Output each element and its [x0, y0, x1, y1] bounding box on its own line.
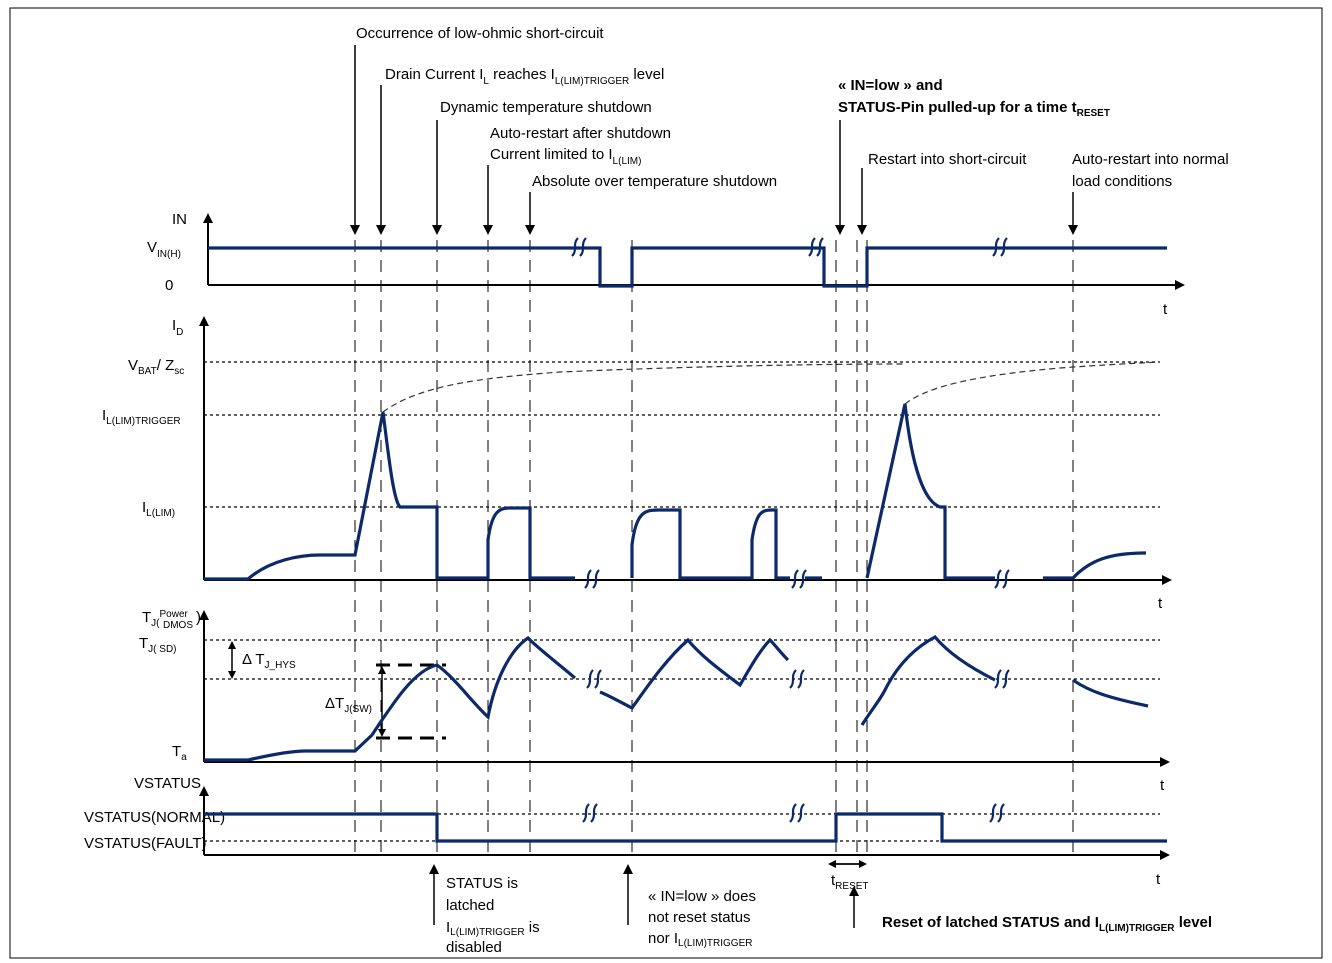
id-break-marks — [584, 569, 1010, 589]
annotation-status-pulled: STATUS-Pin pulled-up for a time tRESET — [838, 99, 1110, 119]
tj-axis-title-dmos: DMOS — [163, 620, 193, 631]
event-arrows — [350, 45, 1078, 235]
in-vinh-label: VIN(H) — [147, 239, 181, 260]
annotation-in-low-note-2: not reset status — [648, 909, 751, 926]
id-axis-title: ID — [172, 317, 183, 338]
annotation-short-circuit: Occurrence of low-ohmic short-circuit — [356, 25, 604, 42]
in-signal — [208, 246, 1167, 288]
id-vbat-label: VBAT/ Zsc — [128, 357, 184, 377]
annotation-in-low-note-1: « IN=low » does — [648, 888, 756, 905]
id-envelope-1 — [382, 363, 906, 413]
tj-t-label: t — [1160, 777, 1165, 794]
tj-break-marks — [586, 669, 1010, 689]
annotation-in-low-note-3: nor IL(LIM)TRIGGER — [648, 930, 752, 949]
annotation-in-low: « IN=low » and — [838, 77, 943, 94]
id-lim-label: IL(LIM) — [142, 499, 175, 519]
status-fault-label: VSTATUS(FAULT) — [84, 835, 207, 852]
annotation-auto-restart: Auto-restart after shutdown — [490, 125, 671, 142]
in-break-marks — [571, 237, 1008, 257]
tj-axis-title: TJ(Power — [142, 609, 189, 629]
bottom-arrows — [429, 864, 859, 928]
status-axis-title: VSTATUS — [134, 775, 201, 792]
annotation-current-limited: Current limited to IL(LIM) — [490, 146, 641, 167]
annotation-t-reset: tRESET — [831, 872, 869, 892]
id-panel: ID VBAT/ Zsc IL(LIM)TRIGGER IL(LIM) t — [102, 316, 1172, 612]
annotation-status-latched-1: STATUS is — [446, 875, 518, 892]
id-signal-e — [1043, 551, 1147, 580]
status-t-label: t — [1156, 871, 1161, 888]
id-signal-b — [630, 508, 790, 580]
figure-border — [9, 7, 1323, 959]
annotation-trigger-disabled: IL(LIM)TRIGGER is — [446, 919, 540, 938]
annotation-restart-sc: Restart into short-circuit — [868, 151, 1027, 168]
id-trigger-label: IL(LIM)TRIGGER — [102, 407, 181, 427]
id-envelope-2 — [904, 361, 1161, 405]
tj-signal-c — [860, 634, 996, 726]
in-panel: IN VIN(H) 0 t — [147, 211, 1185, 318]
tj-sd-label: TJ( SD) — [139, 635, 177, 655]
id-t-label: t — [1158, 595, 1163, 612]
in-axis-title: IN — [172, 211, 187, 228]
status-break-marks — [582, 803, 1005, 823]
annotation-reset-latched: Reset of latched STATUS and IL(LIM)TRIGG… — [882, 914, 1212, 934]
annotation-status-latched-2: latched — [446, 897, 494, 914]
tj-signal-b — [599, 637, 790, 711]
id-signal-a — [204, 411, 575, 581]
annotation-disabled: disabled — [446, 939, 502, 956]
status-normal-label: VSTATUS(NORMAL) — [84, 809, 225, 826]
id-signal-d — [865, 403, 995, 580]
status-signal — [204, 812, 1167, 843]
tj-hys-label: Δ TJ_HYS — [242, 651, 296, 671]
annotation-abs-shutdown: Absolute over temperature shutdown — [532, 173, 777, 190]
in-t-label: t — [1163, 301, 1168, 318]
annotation-dynamic-shutdown: Dynamic temperature shutdown — [440, 99, 652, 116]
tj-ta-label: Ta — [172, 743, 187, 763]
in-zero-label: 0 — [165, 277, 173, 294]
annotation-auto-restart-normal-1: Auto-restart into normal — [1072, 151, 1229, 168]
annotation-drain-current: Drain Current IL reaches IL(LIM)TRIGGER … — [385, 66, 664, 87]
tj-sw-label: ΔTJ(SW) — [325, 695, 372, 715]
annotation-auto-restart-normal-2: load conditions — [1072, 173, 1172, 190]
status-panel: VSTATUS VSTATUS(NORMAL) VSTATUS(FAULT) t — [84, 775, 1170, 888]
tj-panel: TJ(Power DMOS ) TJ( SD) Δ TJ_HYS ΔTJ(SW)… — [139, 609, 1170, 794]
tj-signal-d — [1072, 678, 1149, 708]
tj-signal-a — [204, 635, 577, 762]
tj-axis-title-close: ) — [196, 609, 201, 626]
